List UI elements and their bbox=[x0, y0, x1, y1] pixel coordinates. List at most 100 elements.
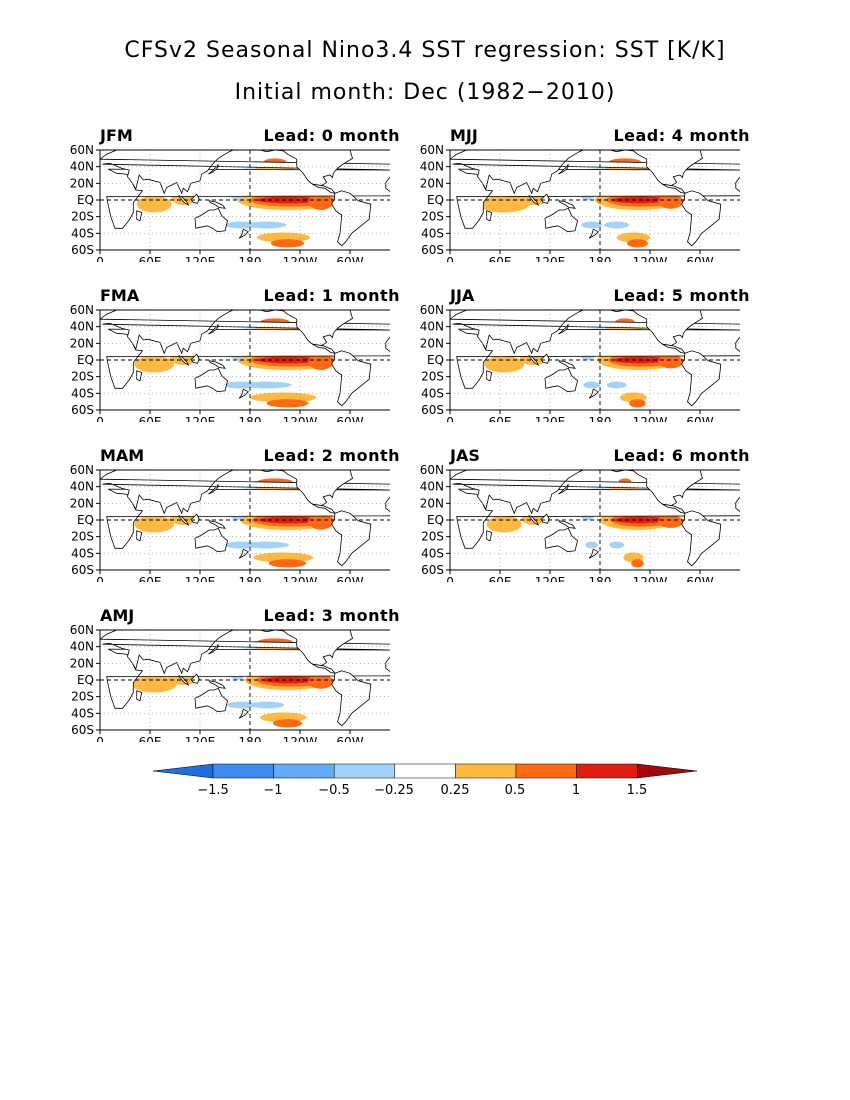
lon-tick-label: 0 bbox=[446, 415, 454, 422]
anomaly-shading bbox=[308, 353, 334, 370]
coastline bbox=[312, 663, 336, 674]
coastline bbox=[208, 520, 226, 529]
colorbar-segment bbox=[212, 763, 274, 779]
lat-tick-label: 60S bbox=[71, 403, 94, 417]
coastline bbox=[312, 503, 336, 514]
lead-label: Lead: 5 month bbox=[613, 286, 750, 305]
coastline bbox=[238, 708, 249, 719]
coastline bbox=[544, 207, 578, 233]
lat-tick-label: EQ bbox=[427, 193, 444, 207]
coastline bbox=[558, 200, 576, 209]
lat-tick-label: 60S bbox=[71, 243, 94, 257]
chart-subtitle: Initial month: Dec (1982−2010) bbox=[234, 80, 616, 105]
colorbar-segment bbox=[152, 763, 214, 779]
coastline bbox=[259, 310, 353, 347]
lon-tick-label: 120W bbox=[633, 575, 668, 582]
lat-tick-label: 20N bbox=[420, 496, 444, 510]
coastline bbox=[540, 513, 550, 524]
lat-tick-label: 40S bbox=[421, 226, 444, 240]
coastline bbox=[178, 515, 190, 527]
lat-tick-label: EQ bbox=[77, 673, 94, 687]
coastline bbox=[450, 150, 740, 195]
lat-tick-label: 40S bbox=[71, 546, 94, 560]
map-panel: MAM Lead: 2 month bbox=[80, 446, 400, 596]
lat-tick-label: 40N bbox=[70, 320, 94, 334]
coastline bbox=[588, 548, 599, 559]
coastline bbox=[208, 200, 226, 209]
lon-tick-label: 60W bbox=[686, 575, 713, 582]
anomaly-shading bbox=[272, 719, 303, 728]
map-panel: JAS Lead: 6 month bbox=[430, 446, 750, 596]
anomaly-shading bbox=[134, 355, 175, 373]
coastline bbox=[208, 323, 219, 335]
map-svg: 60N40N20NEQ20S40S60S060E120E180120W60W0 bbox=[70, 623, 390, 742]
coastline bbox=[259, 150, 353, 187]
coastline bbox=[238, 228, 249, 239]
lon-tick-label: 120E bbox=[535, 575, 566, 582]
anomaly-shading bbox=[249, 701, 285, 709]
lat-tick-label: 40N bbox=[70, 640, 94, 654]
lat-tick-label: 40N bbox=[70, 480, 94, 494]
coastline bbox=[528, 195, 540, 207]
chart-title: CFSv2 Seasonal Nino3.4 SST regression: S… bbox=[124, 38, 726, 63]
lon-tick-label: 180 bbox=[239, 255, 262, 262]
lon-tick-label: 120W bbox=[633, 255, 668, 262]
anomaly-shading bbox=[609, 541, 625, 549]
lat-tick-label: 20S bbox=[71, 210, 94, 224]
lon-tick-label: 180 bbox=[589, 415, 612, 422]
coastline bbox=[609, 310, 703, 347]
coastline bbox=[208, 680, 226, 689]
lat-tick-label: 60S bbox=[421, 243, 444, 257]
season-label: AMJ bbox=[100, 606, 135, 625]
season-label: JAS bbox=[450, 446, 480, 465]
season-label: MAM bbox=[100, 446, 145, 465]
coastline bbox=[312, 343, 336, 354]
map-panel: JFM Lead: 0 month bbox=[80, 126, 400, 276]
coastline bbox=[259, 630, 353, 667]
map-panel: FMA Lead: 1 month bbox=[80, 286, 400, 436]
coastline bbox=[208, 360, 226, 369]
coastline bbox=[450, 470, 740, 515]
colorbar-segment bbox=[394, 763, 456, 779]
season-label: MJJ bbox=[450, 126, 478, 145]
colorbar-segment bbox=[333, 763, 396, 779]
coastline bbox=[662, 183, 686, 194]
lead-label: Lead: 1 month bbox=[263, 286, 400, 305]
lon-tick-label: 180 bbox=[239, 415, 262, 422]
lat-tick-label: 20N bbox=[70, 336, 94, 350]
map-svg: 60N40N20NEQ20S40S60S060E120E180120W60W0 bbox=[70, 143, 390, 262]
coastline bbox=[588, 388, 599, 399]
lat-tick-label: 40N bbox=[70, 160, 94, 174]
colorbar-segment bbox=[455, 763, 517, 779]
lon-tick-label: 120E bbox=[535, 255, 566, 262]
coastline bbox=[544, 367, 578, 393]
coastline bbox=[312, 183, 336, 194]
coastline bbox=[238, 548, 249, 559]
lon-tick-label: 0 bbox=[446, 575, 454, 582]
lon-tick-label: 120W bbox=[283, 415, 318, 422]
lat-tick-label: 20S bbox=[421, 210, 444, 224]
coastline bbox=[100, 310, 390, 355]
colorbar-segment bbox=[636, 763, 698, 779]
coastline bbox=[100, 630, 390, 675]
lon-tick-label: 120E bbox=[185, 575, 216, 582]
lat-tick-label: EQ bbox=[77, 193, 94, 207]
lat-tick-label: 60S bbox=[421, 403, 444, 417]
lat-tick-label: 40S bbox=[421, 546, 444, 560]
lon-tick-label: 120W bbox=[633, 415, 668, 422]
lat-tick-label: EQ bbox=[427, 353, 444, 367]
lat-tick-label: 60N bbox=[420, 143, 444, 157]
anomaly-shading bbox=[658, 515, 684, 528]
coastline bbox=[178, 195, 190, 207]
coastline bbox=[194, 527, 228, 553]
coastline bbox=[190, 193, 200, 204]
lat-tick-label: EQ bbox=[427, 513, 444, 527]
coastline bbox=[544, 527, 578, 553]
coastline bbox=[558, 163, 569, 175]
lat-tick-label: 20S bbox=[71, 370, 94, 384]
lon-tick-label: 0 bbox=[446, 255, 454, 262]
colorbar-tick-label: −1 bbox=[263, 783, 283, 798]
lat-tick-label: 20S bbox=[71, 690, 94, 704]
map-svg: 60N40N20NEQ20S40S60S060E120E180120W60W0 bbox=[70, 303, 390, 422]
lon-tick-label: 60E bbox=[139, 735, 162, 742]
